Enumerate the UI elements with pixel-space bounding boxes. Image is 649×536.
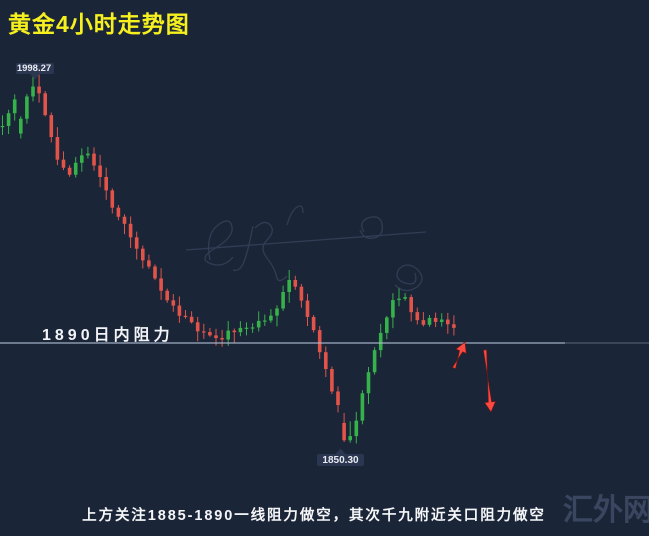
svg-text:汇外网: 汇外网 <box>563 494 649 527</box>
svg-text:上方关注1885-1890一线阻力做空，其次千九附近关口阻力: 上方关注1885-1890一线阻力做空，其次千九附近关口阻力做空 <box>82 506 546 524</box>
svg-text:1890日内阻力: 1890日内阻力 <box>42 325 174 344</box>
svg-text:1998.27: 1998.27 <box>17 63 51 74</box>
svg-text:1850.30: 1850.30 <box>322 455 359 466</box>
